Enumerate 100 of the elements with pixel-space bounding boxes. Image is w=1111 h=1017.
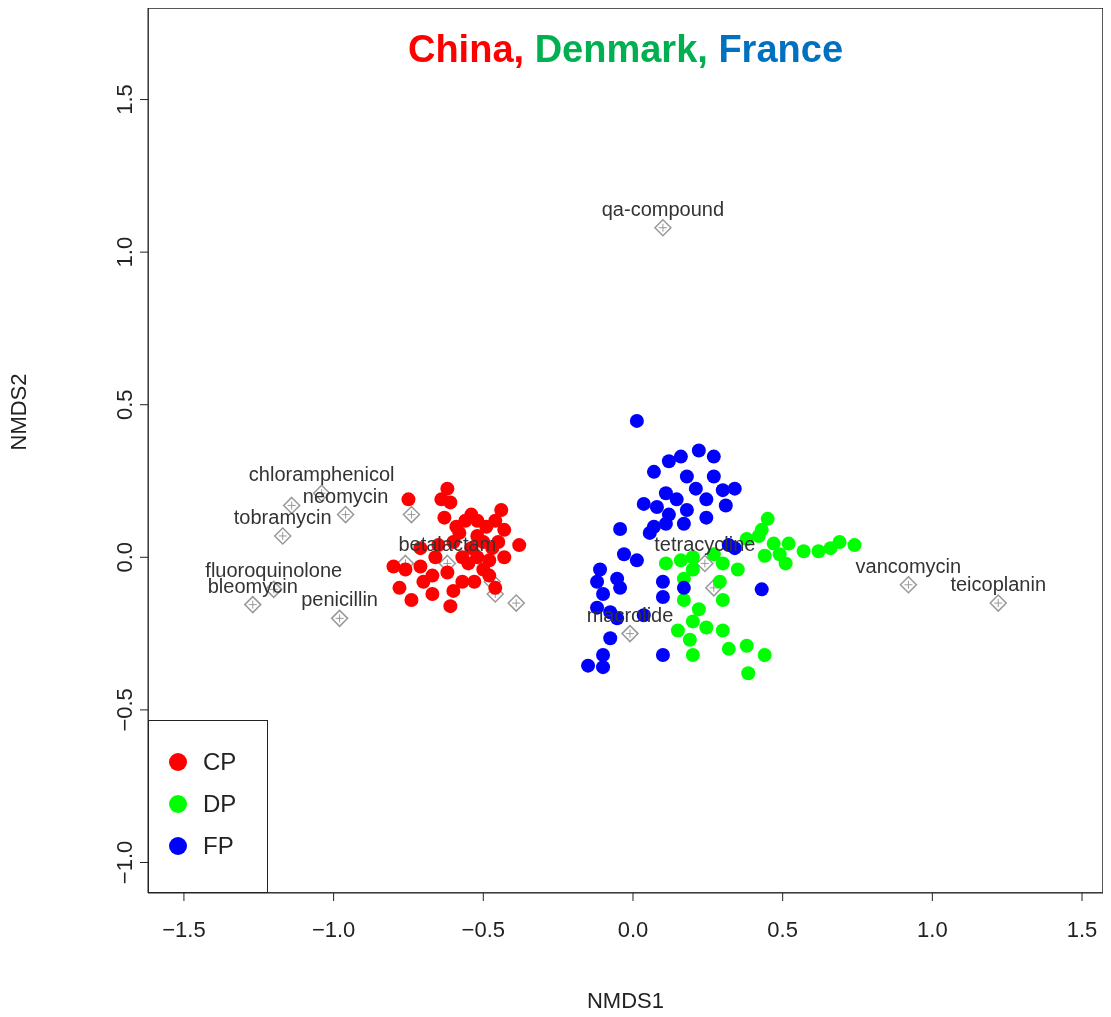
point xyxy=(655,647,670,662)
y-tick-label: −0.5 xyxy=(112,688,137,732)
point xyxy=(658,486,673,501)
point xyxy=(392,580,407,595)
point xyxy=(603,631,618,646)
x-tick-label: −1.5 xyxy=(162,917,206,942)
point xyxy=(613,521,628,536)
point xyxy=(670,623,685,638)
point xyxy=(676,593,691,608)
point xyxy=(847,538,862,553)
point xyxy=(712,574,727,589)
point xyxy=(596,660,611,675)
point xyxy=(739,638,754,653)
point xyxy=(727,481,742,496)
point xyxy=(705,579,723,597)
point xyxy=(437,510,452,525)
point xyxy=(796,544,811,559)
point xyxy=(458,513,473,528)
point xyxy=(685,647,700,662)
point xyxy=(682,632,697,647)
point xyxy=(446,583,461,598)
x-tick-label: 0.5 xyxy=(767,917,798,942)
point xyxy=(488,580,503,595)
point xyxy=(613,580,628,595)
point xyxy=(696,554,714,573)
point xyxy=(811,544,826,559)
point xyxy=(766,536,781,551)
point xyxy=(590,574,605,589)
point xyxy=(685,614,700,629)
point xyxy=(754,582,769,597)
point xyxy=(706,469,721,484)
point xyxy=(760,511,775,526)
x-tick-label: −0.5 xyxy=(461,917,506,942)
point xyxy=(596,647,611,662)
data-label: chloramphenicol xyxy=(248,463,395,486)
point xyxy=(330,609,349,628)
point xyxy=(413,559,428,574)
point xyxy=(440,481,455,496)
point xyxy=(443,495,458,510)
point xyxy=(691,443,706,458)
point xyxy=(676,580,691,595)
y-tick-label: −1.0 xyxy=(112,840,137,885)
point xyxy=(455,574,470,589)
point xyxy=(488,513,503,528)
point xyxy=(636,496,651,511)
point xyxy=(273,527,292,545)
point xyxy=(715,483,730,498)
point xyxy=(398,562,413,577)
point xyxy=(507,594,525,612)
point xyxy=(629,413,644,428)
point xyxy=(699,510,714,525)
point xyxy=(494,503,509,518)
point xyxy=(757,647,772,662)
point xyxy=(699,620,714,635)
point xyxy=(512,538,527,553)
point xyxy=(699,492,714,507)
point xyxy=(832,535,847,550)
x-tick-label: 1.0 xyxy=(917,917,948,942)
point xyxy=(741,666,756,681)
point xyxy=(715,556,730,571)
y-tick-label: 1.5 xyxy=(112,84,137,115)
point xyxy=(655,574,670,589)
point xyxy=(386,559,401,574)
point xyxy=(658,516,673,531)
data-label: neomycin xyxy=(302,484,389,507)
x-axis-title: NMDS1 xyxy=(586,988,665,1013)
x-tick-label: 1.5 xyxy=(1066,917,1098,942)
point xyxy=(718,498,733,513)
point xyxy=(989,594,1007,612)
point xyxy=(596,586,611,601)
point xyxy=(778,556,793,571)
legend-label: CP xyxy=(203,748,237,776)
point xyxy=(402,505,421,524)
point xyxy=(691,602,706,617)
data-label: penicillin xyxy=(301,588,378,611)
y-tick-label: 0.0 xyxy=(112,542,137,573)
point xyxy=(661,454,676,469)
point xyxy=(676,516,691,531)
point xyxy=(715,623,730,638)
point xyxy=(688,481,703,496)
point xyxy=(581,658,596,673)
point xyxy=(629,553,644,568)
x-tick-label: −1.0 xyxy=(311,917,356,942)
text: China, Denmark, France xyxy=(407,28,844,70)
point xyxy=(621,624,639,643)
point xyxy=(655,589,670,604)
point xyxy=(416,574,431,589)
point xyxy=(425,586,440,601)
point xyxy=(679,503,694,518)
y-tick-label: 0.5 xyxy=(112,389,137,421)
point xyxy=(482,553,497,568)
point xyxy=(781,536,796,551)
legend-label: FP xyxy=(203,832,234,860)
point xyxy=(706,449,721,464)
data-label: tobramycin xyxy=(233,505,332,528)
point xyxy=(757,548,772,563)
point xyxy=(669,492,684,507)
point xyxy=(497,550,512,565)
point xyxy=(440,565,455,580)
point xyxy=(401,492,416,507)
